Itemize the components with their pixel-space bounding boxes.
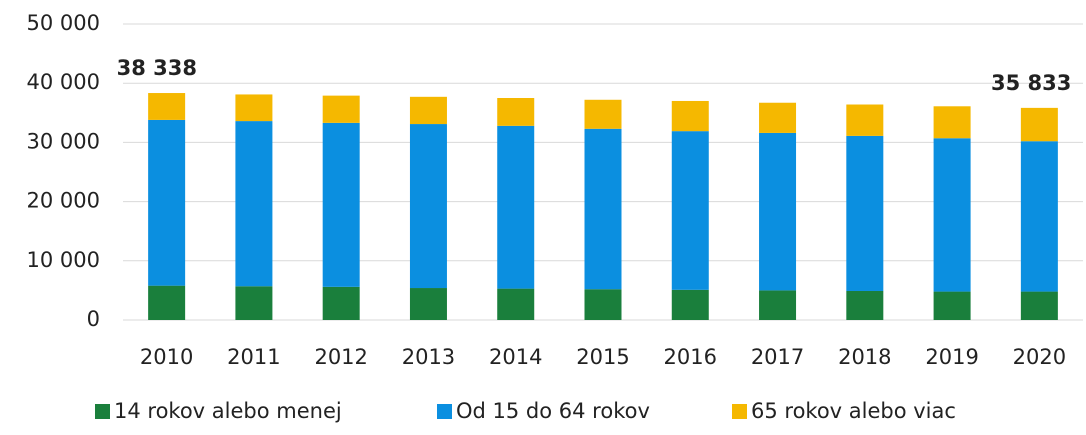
bar-segment [148, 93, 186, 120]
y-tick-label: 30 000 [27, 129, 100, 153]
bar-segment [148, 285, 186, 320]
y-tick-label: 20 000 [27, 189, 100, 213]
bar-segment [846, 290, 884, 320]
bar-segment [584, 128, 622, 290]
bar-segment [409, 96, 447, 125]
bar-segment [759, 132, 797, 291]
bar-segment [933, 138, 971, 292]
bar-segment [1020, 291, 1058, 320]
y-tick-label: 0 [87, 307, 100, 331]
bar-segment [584, 99, 622, 129]
bar-segment [409, 288, 447, 320]
bar-segment [497, 288, 535, 320]
y-tick-label: 10 000 [27, 248, 100, 272]
bar-segment [322, 95, 360, 123]
data-label: 38 338 [117, 56, 197, 80]
bar-segment [671, 100, 709, 132]
bar-segment [497, 98, 535, 126]
bar-segment [846, 104, 884, 136]
legend-label: 14 rokov alebo menej [114, 399, 342, 423]
legend-label: 65 rokov alebo viac [751, 399, 956, 423]
legend-swatch [437, 404, 452, 419]
y-tick-label: 50 000 [27, 11, 100, 35]
y-tick-label: 40 000 [27, 70, 100, 94]
x-tick-label: 2018 [838, 345, 891, 369]
bar-segment [409, 124, 447, 289]
bar-segment [671, 289, 709, 320]
x-tick-label: 2014 [489, 345, 542, 369]
bar-segment [322, 122, 360, 287]
x-tick-label: 2013 [402, 345, 455, 369]
bar-segment [759, 102, 797, 133]
x-tick-label: 2017 [751, 345, 804, 369]
data-label: 35 833 [991, 71, 1071, 95]
bar-segment [933, 106, 971, 139]
x-tick-label: 2019 [925, 345, 978, 369]
legend-swatch [95, 404, 110, 419]
x-tick-label: 2012 [314, 345, 367, 369]
bar-segment [235, 121, 273, 287]
bar-segment [584, 289, 622, 320]
x-tick-label: 2016 [664, 345, 717, 369]
bar-segment [759, 290, 797, 320]
legend-label: Od 15 do 64 rokov [456, 399, 650, 423]
bar-segment [235, 286, 273, 320]
x-tick-label: 2015 [576, 345, 629, 369]
bar-segment [846, 135, 884, 291]
bar-segment [497, 125, 535, 289]
bar-segment [933, 291, 971, 320]
x-tick-label: 2010 [140, 345, 193, 369]
bar-segment [671, 131, 709, 290]
bar-segment [148, 119, 186, 286]
bar-segment [1020, 107, 1058, 142]
bar-segment [235, 94, 273, 122]
x-tick-label: 2011 [227, 345, 280, 369]
bar-segment [1020, 141, 1058, 292]
bar-segment [322, 286, 360, 320]
legend-swatch [732, 404, 747, 419]
x-tick-label: 2020 [1013, 345, 1066, 369]
